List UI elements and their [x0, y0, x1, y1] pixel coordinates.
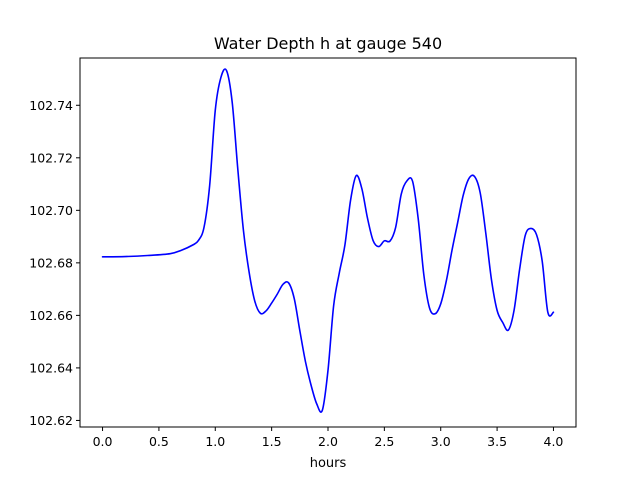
- y-tick-label: 102.72: [29, 150, 73, 165]
- y-axis: 102.62 102.64 102.66 102.68 102.70 102.72 102.…: [29, 98, 80, 428]
- x-tick-label: 2.5: [374, 434, 394, 449]
- y-tick-label: 102.62: [29, 413, 73, 428]
- y-tick-label: 102.70: [29, 203, 73, 218]
- y-tick-label: 102.66: [29, 308, 73, 323]
- y-tick-label: 102.64: [29, 360, 73, 375]
- x-axis: 0.0 0.5 1.0 1.5 2.0 2.5 3.0 3.5 4.0: [93, 427, 564, 449]
- x-tick-label: 1.0: [205, 434, 225, 449]
- chart-title: Water Depth h at gauge 540: [214, 34, 442, 53]
- y-tick-label: 102.74: [29, 98, 73, 113]
- series-line-0: [101, 68, 555, 413]
- x-tick-label: 0.5: [149, 434, 169, 449]
- y-tick-label: 102.68: [29, 255, 73, 270]
- x-tick-label: 4.0: [544, 434, 564, 449]
- x-tick-label: 3.5: [487, 434, 507, 449]
- x-tick-label: 1.5: [262, 434, 282, 449]
- x-tick-label: 0.0: [93, 434, 113, 449]
- x-tick-label: 2.0: [318, 434, 338, 449]
- x-tick-label: 3.0: [431, 434, 451, 449]
- x-axis-label: hours: [310, 456, 347, 471]
- plot-area: [101, 68, 555, 413]
